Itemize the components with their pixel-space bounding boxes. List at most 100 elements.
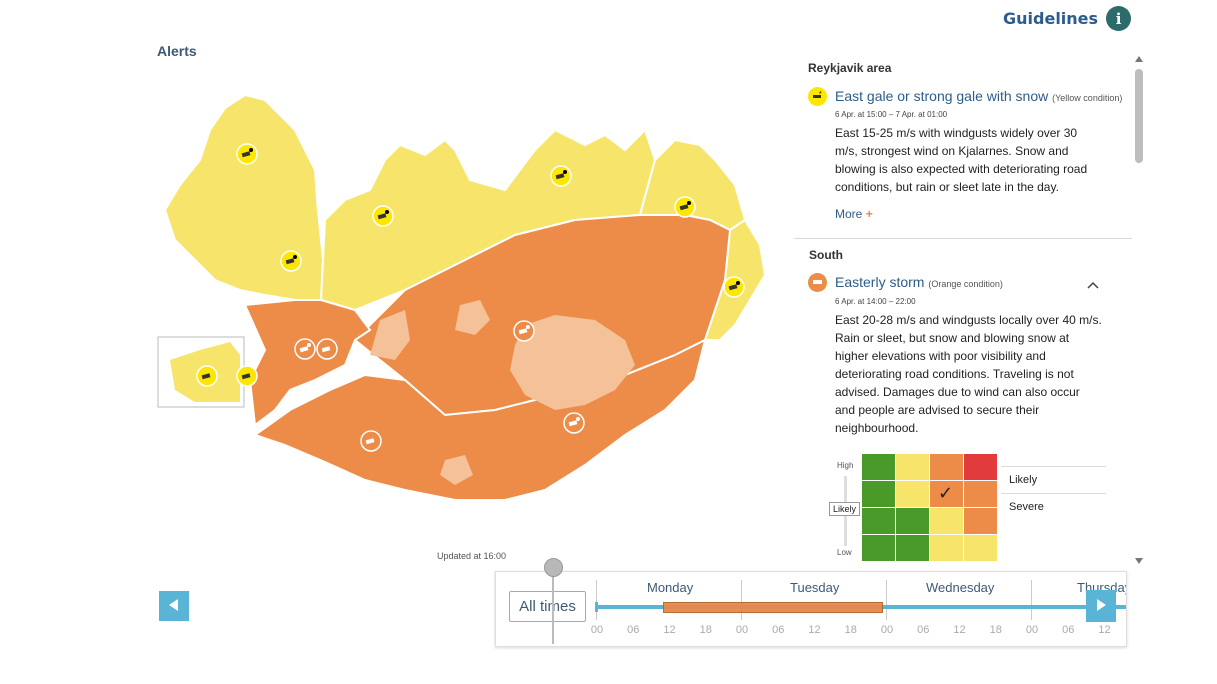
region-south[interactable] [252, 338, 707, 501]
hour-label: 12 [808, 624, 821, 636]
risk-cell [896, 454, 929, 480]
risk-cell [964, 481, 997, 507]
alert-condition: (Orange condition) [928, 279, 1003, 289]
wind-icon[interactable] [196, 365, 218, 387]
hour-label: 12 [1098, 624, 1111, 636]
wind-snow-icon[interactable] [723, 276, 745, 298]
divider [1001, 466, 1106, 467]
hour-label: 00 [1025, 624, 1039, 636]
region-westfjords[interactable] [163, 93, 325, 301]
wind-snow-icon[interactable] [674, 196, 696, 218]
risk-cell [862, 454, 895, 480]
hour-label: 06 [1062, 624, 1075, 636]
hour-label: 18 [699, 624, 712, 636]
scroll-thumb[interactable] [1135, 69, 1143, 163]
likelihood-slider-handle[interactable]: Likely [829, 502, 861, 516]
previous-button[interactable] [159, 591, 189, 621]
map-orange-regions[interactable] [243, 214, 732, 501]
wind-icon[interactable] [236, 365, 258, 387]
play-right-icon [1097, 598, 1106, 611]
alert-time: 6 Apr. at 14:00 – 22:00 [835, 297, 916, 306]
risk-cell [896, 481, 929, 507]
alert-details-panel[interactable]: Reykjavik area * East gale or strong gal… [794, 56, 1132, 564]
risk-cell [862, 481, 895, 507]
hour-label: 18 [844, 624, 857, 636]
risk-axis-low: Low [837, 548, 852, 557]
svg-text:*: * [819, 91, 822, 98]
wind-snow-icon[interactable] [563, 412, 585, 434]
scroll-down-icon[interactable] [1135, 558, 1143, 564]
wind-snow-icon[interactable] [294, 338, 316, 360]
risk-cell [930, 454, 963, 480]
risk-cell [862, 508, 895, 534]
day-divider [596, 580, 597, 620]
time-slider-line[interactable] [552, 566, 554, 644]
wind-snow-icon[interactable] [372, 205, 394, 227]
hour-label: 00 [590, 624, 604, 636]
region-name: Reykjavik area [808, 61, 892, 75]
risk-likelihood: Likely [1009, 474, 1038, 486]
risk-cell [896, 508, 929, 534]
wind-snow-icon[interactable] [236, 143, 258, 165]
hour-label: 00 [735, 624, 749, 636]
hour-label: 06 [917, 624, 930, 636]
risk-axis-high: High [837, 461, 854, 470]
timeline-selected-range[interactable] [663, 602, 883, 613]
hour-label: 18 [989, 624, 1002, 636]
wind-snow-icon[interactable] [280, 250, 302, 272]
alert-description: East 20-28 m/s and windgusts locally ove… [835, 313, 1102, 435]
day-divider [1031, 580, 1032, 620]
chevron-up-icon[interactable] [1086, 280, 1100, 290]
checkmark-icon: ✓ [938, 483, 954, 504]
plus-icon: + [865, 207, 873, 221]
day-divider [886, 580, 887, 620]
risk-cell [964, 454, 997, 480]
panel-scrollbar[interactable] [1133, 56, 1145, 564]
risk-impact: Severe [1009, 501, 1044, 513]
hour-label: 06 [627, 624, 640, 636]
risk-cell: ✓ [930, 481, 963, 507]
wind-snow-icon[interactable] [513, 320, 535, 342]
risk-cell [964, 535, 997, 561]
next-button[interactable] [1086, 590, 1116, 622]
alert-time: 6 Apr. at 15:00 – 7 Apr. at 01:00 [835, 110, 948, 119]
risk-cell [896, 535, 929, 561]
page-title: Alerts [157, 43, 197, 59]
risk-cell [930, 535, 963, 561]
divider [1001, 493, 1106, 494]
region-name: South [809, 248, 843, 262]
scroll-up-icon[interactable] [1135, 56, 1143, 62]
risk-matrix: ✓ [862, 454, 997, 561]
day-label: Monday [647, 580, 694, 595]
timeline[interactable]: All times Monday Tuesday Wednesday Thurs… [495, 571, 1127, 647]
region-west[interactable] [243, 299, 372, 427]
risk-cell [964, 508, 997, 534]
guidelines-label: Guidelines [1003, 9, 1099, 28]
risk-cell [930, 508, 963, 534]
hour-label: 06 [772, 624, 785, 636]
alert-title[interactable]: East gale or strong gale with snow (Yell… [835, 88, 1123, 104]
wind-icon[interactable] [316, 338, 338, 360]
risk-cell [862, 535, 895, 561]
wind-icon[interactable] [360, 430, 382, 452]
wind-snow-icon[interactable] [550, 165, 572, 187]
all-times-button[interactable]: All times [509, 591, 586, 622]
info-icon[interactable]: i [1106, 6, 1132, 31]
wind-snow-icon: * [808, 87, 827, 106]
day-label: Wednesday [926, 580, 995, 595]
map-glaciers [370, 300, 635, 485]
more-link[interactable]: More + [835, 207, 873, 221]
alert-title[interactable]: Easterly storm (Orange condition) [835, 274, 1003, 290]
map-icons[interactable] [196, 143, 745, 452]
alert-description: East 15-25 m/s with windgusts widely ove… [835, 126, 1088, 194]
updated-timestamp: Updated at 16:00 [437, 551, 507, 561]
alert-map[interactable] [155, 90, 780, 510]
divider [794, 238, 1132, 239]
day-label: Tuesday [790, 580, 840, 595]
guidelines-link[interactable]: Guidelines i [1003, 6, 1132, 31]
hour-label: 12 [953, 624, 966, 636]
wind-icon [808, 273, 827, 292]
day-divider [741, 580, 742, 620]
play-left-icon [169, 598, 178, 611]
time-slider-knob[interactable] [544, 558, 563, 577]
